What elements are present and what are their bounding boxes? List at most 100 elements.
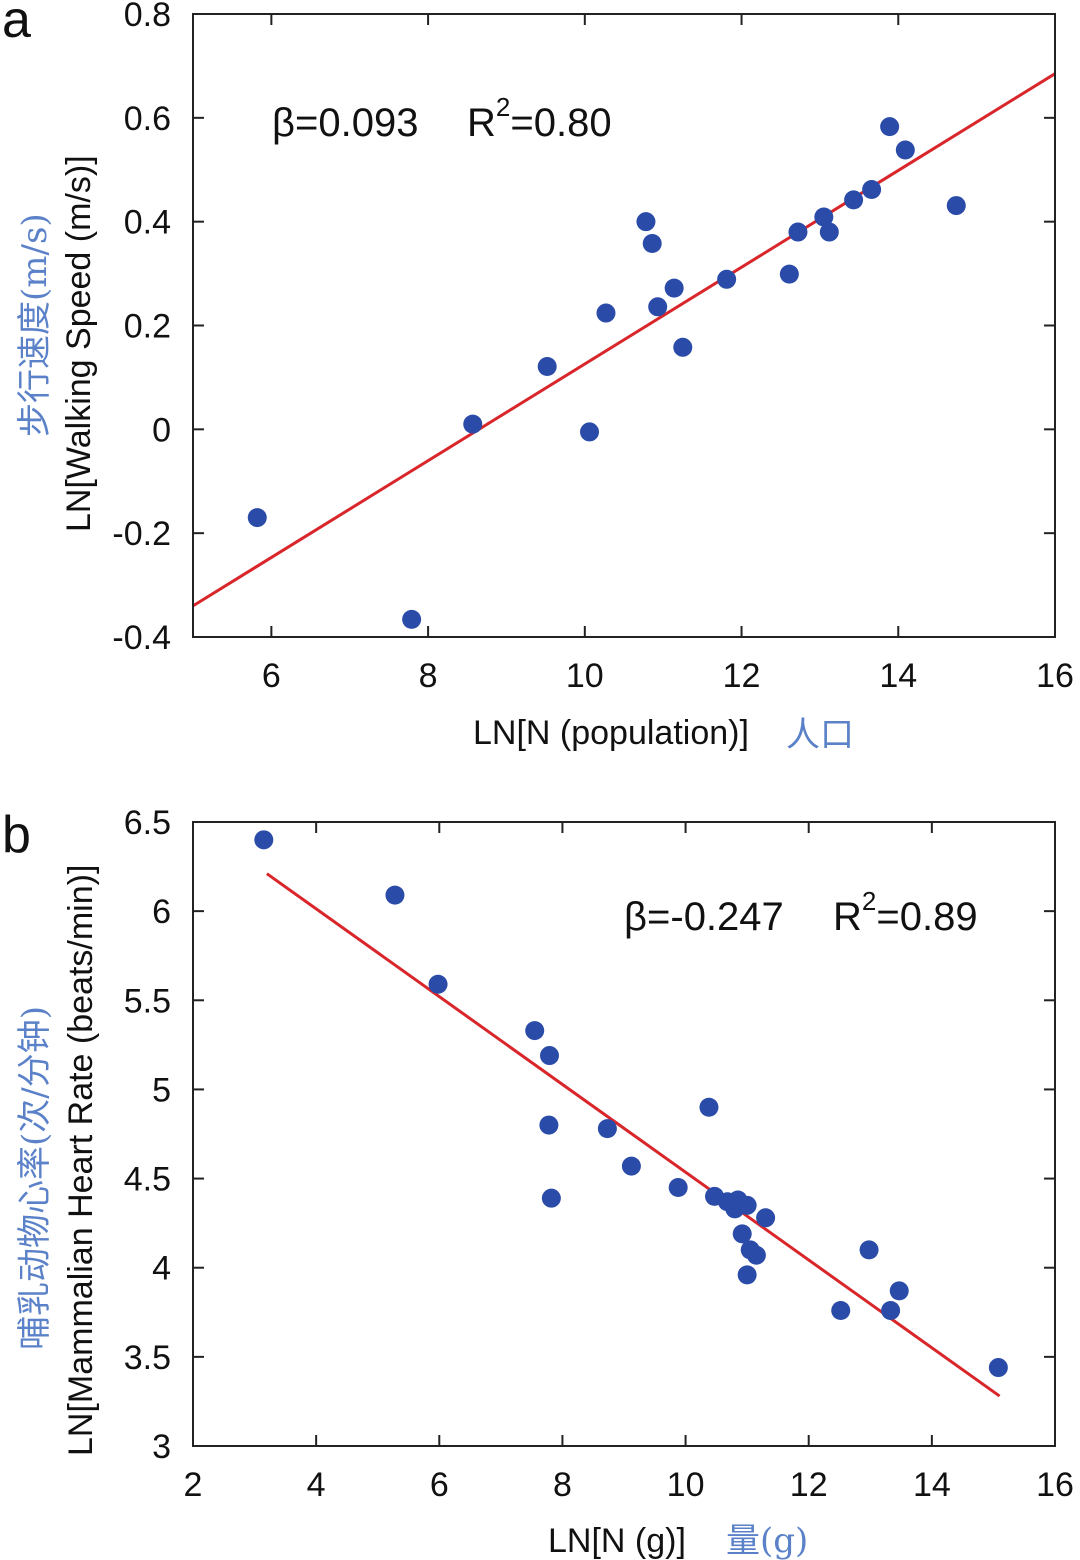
panel-b-data-point	[385, 885, 405, 905]
panel-a-data-point	[946, 196, 966, 216]
panel-b-data-point	[621, 1156, 641, 1176]
panel-b-data-point	[881, 1301, 901, 1321]
panel-b-y-tick-label: 5.5	[124, 982, 171, 1020]
panel-b-x-axis-label: LN[N (g)]	[548, 1522, 686, 1560]
panel-a-points	[247, 117, 966, 629]
panel-b-x-tick-label: 8	[553, 1466, 572, 1504]
panel-b-data-point	[859, 1240, 879, 1260]
panel-b-x-tick-label: 14	[913, 1466, 951, 1504]
panel-b-data-point	[254, 830, 274, 850]
panel-b-ticks: 2 4 6 8 10 12 14 16 3 3.5 4 4.5 5 5.5 6 6.5	[124, 804, 1074, 1504]
panel-b-y-axis-label-cn: 哺乳动物心率(次/分钟)	[15, 1006, 55, 1350]
panel-a-data-point	[463, 414, 483, 434]
panel-b-x-tick-label: 4	[307, 1466, 326, 1504]
panel-b-r-squared: R2=0.89	[833, 886, 978, 939]
panel-b-data-point	[732, 1224, 752, 1244]
panel-a-y-tick-label: -0.2	[112, 515, 171, 553]
panel-a-data-point	[819, 222, 839, 242]
panel-b-x-tick-label: 6	[430, 1466, 449, 1504]
panel-b-r2-value: =0.89	[876, 895, 977, 939]
panel-a-y-axis-label: LN[Walking Speed (m/s)]	[60, 155, 98, 532]
panel-b-y-tick-label: 5	[152, 1071, 171, 1109]
panel-a-data-point	[814, 207, 834, 227]
panel-b-y-tick-label: 3	[152, 1428, 171, 1466]
panel-b-y-tick-label: 4.5	[124, 1161, 171, 1199]
panel-a-x-tick-label: 10	[566, 657, 604, 695]
panel-b-data-point	[831, 1301, 851, 1321]
panel-a-data-point	[580, 422, 600, 442]
panel-a-x-axis-label: LN[N (population)]	[473, 714, 749, 752]
panel-a-x-tick-label: 16	[1036, 657, 1074, 695]
panel-b-plot-frame	[192, 821, 1056, 1447]
panel-a-x-tick-label: 8	[419, 657, 438, 695]
panel-a-data-point	[895, 140, 915, 160]
panel-b-beta: β=-0.247	[624, 895, 784, 939]
panel-a-data-point	[788, 222, 808, 242]
panel-b-data-point	[597, 1119, 617, 1139]
panel-a-fit-line	[192, 72, 1056, 608]
panel-a-data-point	[642, 233, 662, 253]
panel-a-data-point	[596, 303, 616, 323]
panel-b-y-tick-label: 4	[152, 1250, 171, 1288]
panel-a-data-point	[673, 337, 693, 357]
panel-b-x-tick-label: 10	[667, 1466, 705, 1504]
panel-b-data-point	[541, 1188, 561, 1208]
panel-a-y-tick-label: 0.6	[124, 100, 171, 138]
panel-a-y-tick-label: 0.2	[124, 308, 171, 346]
panel-a-data-point	[636, 212, 656, 232]
panel-b-y-tick-label: 6.5	[124, 804, 171, 842]
panel-b-data-point	[525, 1021, 545, 1041]
panel-b-data-point	[737, 1265, 757, 1285]
panel-b-y-tick-label: 6	[152, 893, 171, 931]
panel-a-plot-frame	[192, 13, 1056, 638]
panel-b-data-point	[539, 1115, 559, 1135]
panel-b-points	[254, 830, 1008, 1378]
panel-b-data-point	[539, 1046, 559, 1066]
panel-a-y-tick-label: 0	[152, 411, 171, 449]
panel-b-r2-prefix: R	[833, 895, 862, 939]
panel-a-r2-value: =0.80	[510, 101, 611, 145]
panel-b-data-point	[737, 1195, 757, 1215]
panel-a-x-tick-label: 14	[879, 657, 917, 695]
panel-a-r-squared: R2=0.80	[467, 92, 612, 145]
panel-a-y-tick-label: 0.4	[124, 204, 171, 242]
panel-b-data-point	[988, 1358, 1008, 1378]
panel-a-data-point	[880, 117, 900, 137]
panel-a-x-tick-label: 12	[723, 657, 761, 695]
panel-b-data-point	[668, 1177, 688, 1197]
panel-a-data-point	[247, 508, 267, 528]
panel-a-y-tick-label: -0.4	[112, 619, 171, 657]
panel-a-r2-prefix: R	[467, 101, 496, 145]
panel-b-r2-sup: 2	[862, 886, 876, 916]
panel-a-data-point	[717, 269, 737, 289]
panel-b-fit-line	[266, 872, 1001, 1398]
panel-a-data-point	[664, 278, 684, 298]
panel-b-data-point	[756, 1208, 776, 1228]
panel-b-x-tick-label: 12	[790, 1466, 828, 1504]
panel-b-x-axis-label-cn: 量(g)	[726, 1521, 808, 1560]
panel-a-y-tick-label: 0.8	[124, 0, 171, 34]
panel-a-data-point	[862, 179, 882, 199]
panel-b-data-point	[889, 1281, 909, 1301]
panel-b-data-point	[428, 974, 448, 994]
panel-b-y-axis-label: LN[Mammalian Heart Rate (beats/min)]	[62, 865, 100, 1456]
panel-b-letter: b	[2, 806, 31, 864]
panel-a-y-axis-label-cn: 步行速度(m/s)	[15, 213, 55, 437]
panel-a-x-tick-label: 6	[262, 657, 281, 695]
panel-b-x-tick-label: 2	[184, 1466, 203, 1504]
panel-a-r2-sup: 2	[496, 92, 510, 122]
panel-a-letter: a	[2, 0, 31, 49]
panel-a-data-point	[537, 357, 557, 377]
panel-a-x-axis-label-cn: 人口	[786, 715, 854, 755]
panel-a-walking-speed: a 6 8 10 12 14 16 -0.4 -0.2 0 0.2 0.4 0.6 0.8 β=0.09…	[2, 0, 1074, 755]
panel-b-x-tick-label: 16	[1036, 1466, 1074, 1504]
panel-a-beta: β=0.093	[272, 101, 418, 145]
panel-a-data-point	[648, 297, 668, 317]
panel-b-data-point	[699, 1097, 719, 1117]
panel-b-data-point	[746, 1245, 766, 1265]
panel-a-data-point	[402, 609, 422, 629]
panel-a-data-point	[779, 264, 799, 284]
panel-b-y-tick-label: 3.5	[124, 1339, 171, 1377]
